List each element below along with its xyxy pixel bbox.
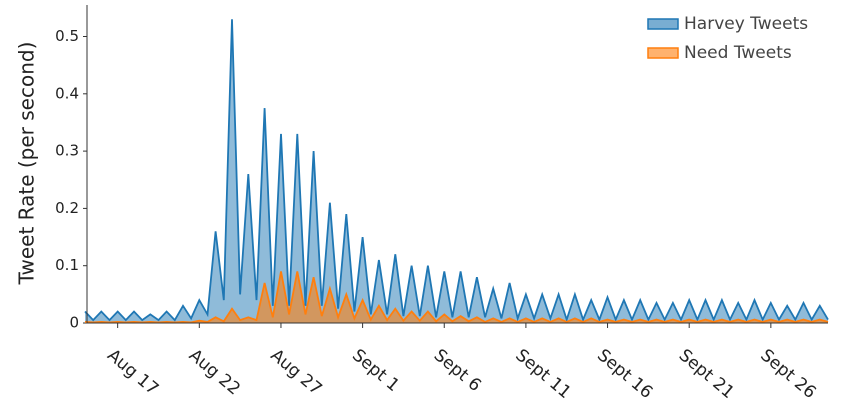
x-tick-label: Sept 16 <box>593 345 656 403</box>
x-tick-label: Sept 6 <box>430 345 485 396</box>
x-tick-label: Sept 21 <box>675 345 738 403</box>
x-tick-label: Sept 26 <box>756 345 819 403</box>
x-tick-label: Sept 1 <box>348 345 403 396</box>
area-line <box>84 19 829 323</box>
y-tick-label: 0.2 <box>55 199 79 217</box>
y-tick-label: 0.4 <box>55 84 79 102</box>
legend-label: Need Tweets <box>684 43 792 63</box>
y-tick-label: 0 <box>69 314 79 332</box>
legend-swatch <box>647 18 679 30</box>
x-tick-label: Aug 27 <box>267 345 326 399</box>
y-axis-title: Tweet Rate (per second) <box>15 42 39 286</box>
area-line <box>84 271 829 324</box>
x-tick-label: Sept 11 <box>511 345 574 403</box>
y-tick-label: 0.3 <box>55 142 79 160</box>
y-tick-label: 0.5 <box>55 27 79 45</box>
x-tick-label: Aug 17 <box>103 345 162 399</box>
y-tick-label: 0.1 <box>55 256 79 274</box>
legend-label: Harvey Tweets <box>684 14 808 34</box>
area-fill <box>85 19 828 324</box>
legend-swatch <box>647 47 679 59</box>
x-tick-label: Aug 22 <box>185 345 244 399</box>
